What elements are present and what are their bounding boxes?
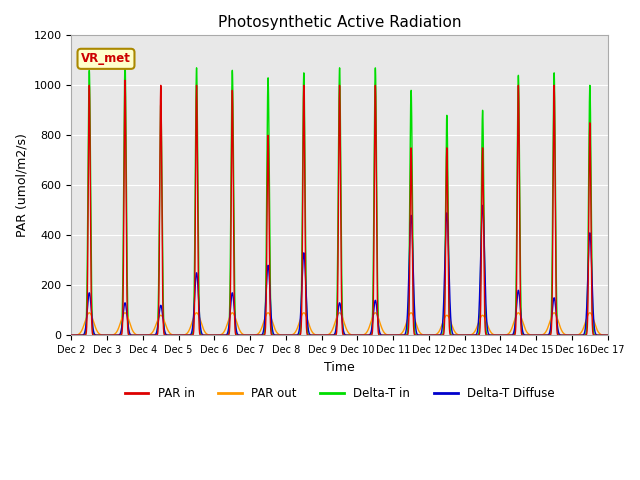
Title: Photosynthetic Active Radiation: Photosynthetic Active Radiation	[218, 15, 461, 30]
Text: VR_met: VR_met	[81, 52, 131, 65]
Y-axis label: PAR (umol/m2/s): PAR (umol/m2/s)	[15, 133, 28, 237]
X-axis label: Time: Time	[324, 360, 355, 373]
Legend: PAR in, PAR out, Delta-T in, Delta-T Diffuse: PAR in, PAR out, Delta-T in, Delta-T Dif…	[120, 382, 559, 404]
